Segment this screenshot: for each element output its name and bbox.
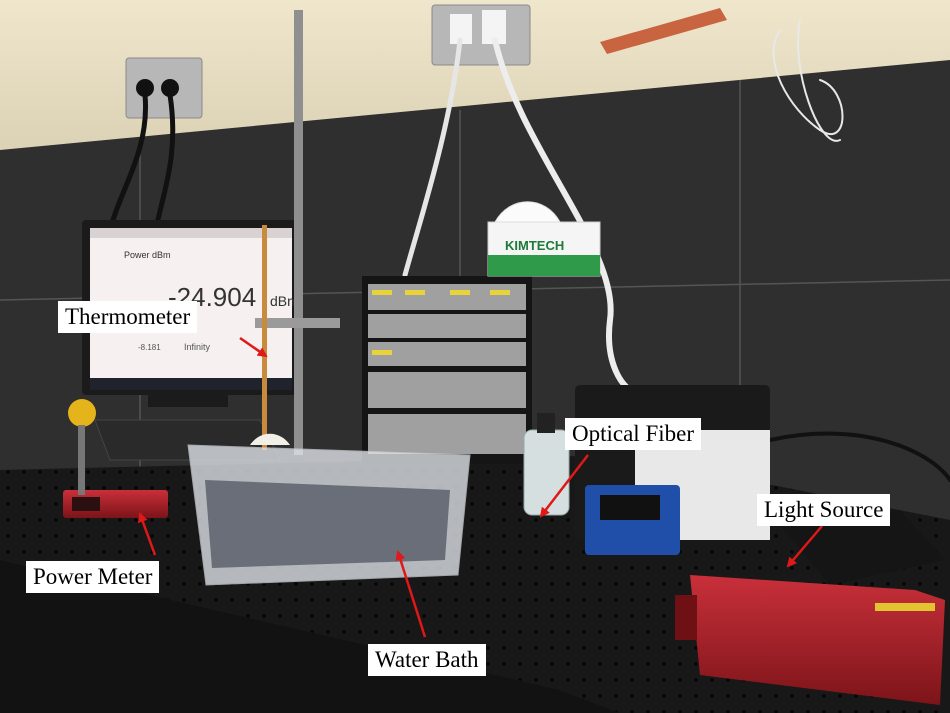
arrow-thermometer <box>239 336 268 358</box>
label-water-bath: Water Bath <box>368 644 486 676</box>
arrow-power-meter <box>138 512 157 556</box>
copper-strip <box>600 8 727 54</box>
monitor-sub-left: -8.181 <box>138 343 161 352</box>
annotation-arrows <box>138 336 823 638</box>
arrow-optical-fiber <box>539 454 589 518</box>
retort-rod <box>294 10 303 455</box>
thermometer-stick <box>262 225 267 450</box>
arrow-light-source <box>786 525 823 568</box>
kimtech-brand: KIMTECH <box>505 238 564 253</box>
monitor-stand <box>148 395 228 407</box>
bottle <box>523 429 570 516</box>
monitor-sub-mid: Infinity <box>184 342 211 352</box>
label-optical-fiber: Optical Fiber <box>565 418 701 450</box>
label-power-meter: Power Meter <box>26 561 160 593</box>
label-thermometer: Thermometer <box>58 301 198 333</box>
taskbar <box>90 378 292 390</box>
label-light-source: Light Source <box>757 494 891 526</box>
sensor-head <box>68 399 96 427</box>
clamp <box>255 318 340 328</box>
wall-socket-top <box>431 4 531 66</box>
monitor-title: Power dBm <box>124 250 171 260</box>
monitor-unit: dBm <box>270 293 299 309</box>
arrow-water-bath <box>395 550 427 638</box>
